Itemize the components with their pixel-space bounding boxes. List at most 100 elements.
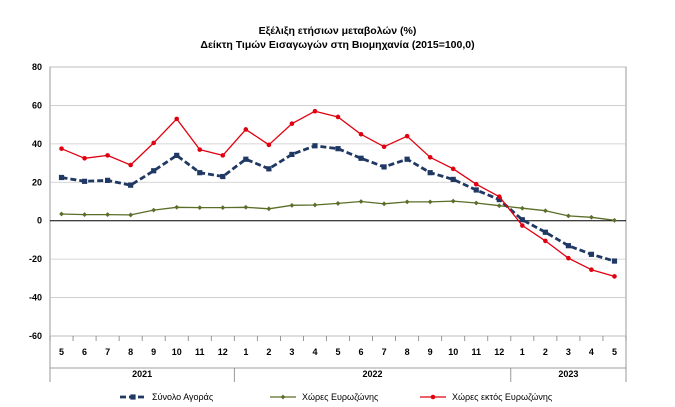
series-1-point	[220, 205, 226, 211]
series-1-point	[289, 202, 295, 208]
x-tick-label: 8	[405, 347, 410, 357]
series-1-point	[312, 202, 318, 208]
series-2-point	[543, 238, 548, 244]
series-2-point	[289, 121, 295, 126]
series-1-point	[151, 207, 157, 213]
y-tick-label: 80	[32, 62, 42, 72]
series-0-point	[335, 146, 341, 152]
year-group-label: 2021	[132, 369, 152, 379]
series-1-point	[197, 205, 203, 211]
x-tick-label: 2	[543, 347, 548, 357]
series-2-point	[197, 147, 203, 152]
x-tick-label: 12	[494, 347, 504, 357]
series-0-point	[473, 187, 479, 193]
series-2-point	[266, 142, 272, 148]
series-2-point	[358, 131, 364, 137]
series-2-point	[450, 166, 456, 172]
series-2-point	[427, 155, 433, 160]
series-2-point	[174, 116, 180, 122]
series-1-point	[358, 199, 364, 204]
legend-label: Χώρες Ευρωζώνης	[302, 392, 379, 402]
x-tick-label: 4	[589, 347, 594, 357]
y-tick-label: -60	[29, 331, 42, 341]
series-0-point	[105, 177, 111, 183]
series-2-point	[473, 181, 479, 187]
x-tick-label: 1	[243, 347, 248, 357]
x-tick-label: 7	[105, 347, 110, 357]
series-2-point	[566, 255, 571, 261]
series-1-point	[266, 206, 272, 212]
x-tick-label: 6	[359, 347, 364, 357]
series-1-point	[335, 201, 341, 206]
chart-subtitle: Δείκτη Τιμών Εισαγωγών στη Βιομηχανία (2…	[200, 39, 475, 51]
legend-label: Σύνολο Αγοράς	[152, 392, 214, 402]
legend-label: Χώρες εκτός Ευρωζώνης	[452, 392, 553, 402]
x-tick-label: 12	[218, 347, 228, 357]
series-0-point	[381, 164, 387, 170]
series-1-point	[450, 198, 456, 204]
x-tick-label: 8	[128, 347, 133, 357]
series-0-point	[220, 173, 226, 180]
series-0-point	[565, 243, 571, 249]
series-2-point	[381, 144, 387, 150]
y-tick-label: -40	[29, 293, 42, 303]
series-2-point	[496, 194, 502, 199]
x-tick-label: 11	[195, 347, 205, 357]
x-tick-label: 1	[520, 347, 525, 357]
series-2-point	[612, 274, 617, 279]
series-2-point	[404, 133, 410, 139]
series-1-point	[473, 200, 479, 206]
x-tick-label: 9	[428, 347, 433, 357]
series-0-point	[427, 170, 433, 176]
series-1-point	[243, 204, 249, 210]
x-tick-label: 11	[471, 347, 481, 357]
series-1-point	[566, 213, 571, 219]
x-tick-label: 5	[59, 347, 64, 357]
year-group-label: 2022	[363, 369, 383, 379]
series-1-point	[612, 217, 617, 223]
x-tick-label: 10	[172, 347, 182, 357]
series-1-point	[82, 212, 87, 217]
y-tick-label: -20	[29, 254, 42, 264]
series-0-point	[496, 196, 502, 203]
y-tick-label: 20	[32, 177, 42, 187]
series-1-point	[381, 201, 387, 207]
series-1-point	[105, 212, 110, 217]
series-0-point	[404, 156, 410, 162]
y-tick-label: 0	[37, 216, 42, 226]
x-tick-label: 3	[566, 347, 571, 357]
series-line-2	[61, 110, 615, 278]
chart-title: Εξέλιξη ετήσιων μεταβολών (%)	[258, 25, 417, 37]
series-0-point	[128, 182, 134, 188]
series-2-point	[128, 162, 133, 168]
x-tick-label: 3	[289, 347, 294, 357]
series-2-point	[151, 140, 156, 146]
series-0-point	[174, 152, 180, 158]
series-1-point	[59, 211, 64, 217]
x-tick-label: 10	[448, 347, 458, 357]
series-2-point	[59, 146, 64, 151]
series-0-point	[197, 170, 203, 176]
series-2-point	[82, 155, 87, 161]
series-0-point	[588, 251, 595, 257]
series-0-point	[243, 156, 249, 162]
y-tick-label: 60	[32, 100, 42, 110]
x-tick-label: 5	[612, 347, 617, 357]
series-0-point	[266, 166, 272, 172]
series-1-point	[427, 199, 433, 205]
series-0-point	[611, 258, 618, 264]
legend-marker-0	[130, 394, 136, 400]
x-tick-label: 6	[82, 347, 87, 357]
series-0-point	[289, 151, 295, 158]
x-tick-label: 2	[266, 347, 271, 357]
series-2-point	[220, 153, 226, 158]
series-1-point	[589, 214, 594, 220]
series-2-point	[589, 267, 594, 273]
series-1-point	[128, 212, 134, 218]
series-0-point	[58, 174, 65, 181]
legend-marker-1	[280, 394, 286, 400]
x-tick-label: 9	[151, 347, 156, 357]
series-0-point	[151, 168, 157, 174]
y-tick-label: 40	[32, 139, 42, 149]
